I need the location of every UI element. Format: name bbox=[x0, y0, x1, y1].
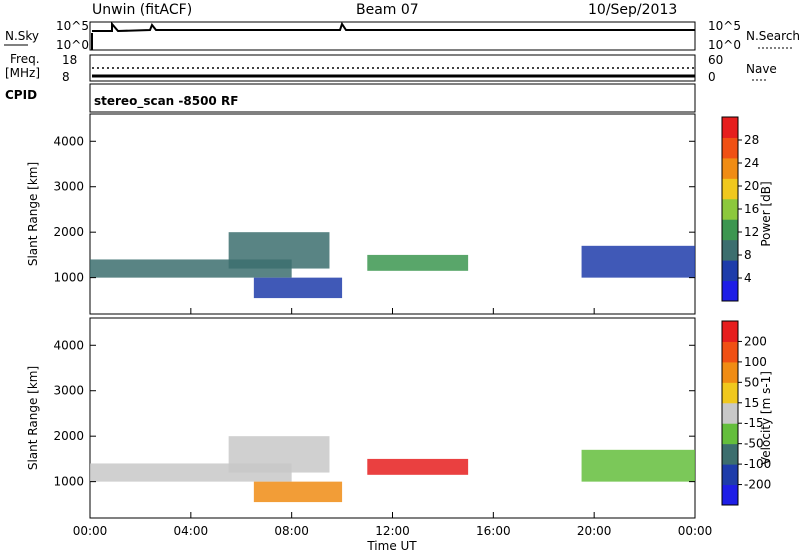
cpid-value: stereo_scan -8500 RF bbox=[94, 94, 238, 109]
power-regions bbox=[90, 232, 695, 299]
colorbar-segment bbox=[722, 117, 738, 138]
scatter-region-1 bbox=[228, 436, 330, 473]
y-tick-label: 4000 bbox=[53, 134, 84, 148]
velocity-panel-frame bbox=[89, 317, 696, 519]
x-tick-label: 20:00 bbox=[577, 524, 612, 538]
x-tick-label: 12:00 bbox=[375, 524, 410, 538]
power-panel-frame bbox=[89, 113, 696, 315]
colorbar-segment bbox=[722, 443, 738, 465]
freq-tick-bottom: 8 bbox=[62, 70, 70, 84]
y-tick-label: 3000 bbox=[53, 180, 84, 194]
colorbar-segment bbox=[722, 423, 738, 445]
colorbar-tick-label: 20 bbox=[744, 179, 759, 193]
colorbar-tick-label: 8 bbox=[744, 248, 752, 262]
colorbar-segment bbox=[722, 402, 738, 424]
colorbar-tick-label: -50 bbox=[744, 437, 764, 451]
y-tick-label: 2000 bbox=[53, 429, 84, 443]
colorbar-segment bbox=[722, 280, 738, 302]
colorbar-tick-label: 12 bbox=[744, 225, 759, 239]
colorbar-segment bbox=[722, 361, 738, 383]
radar-title: Unwin (fitACF) bbox=[92, 2, 192, 18]
colorbar-segment bbox=[722, 198, 738, 220]
colorbar-frame bbox=[721, 320, 739, 506]
velocity-regions bbox=[90, 436, 695, 503]
nsearch-label: N.Search bbox=[746, 29, 800, 43]
beam-label: Beam 07 bbox=[356, 2, 419, 18]
freq-tick-top: 18 bbox=[62, 53, 77, 67]
x-tick-label: 08:00 bbox=[274, 524, 309, 538]
colorbar-segment bbox=[722, 239, 738, 261]
nave-tick-bottom: 0 bbox=[708, 70, 716, 84]
freq-label: Freq. bbox=[10, 52, 40, 66]
velocity-yticks: 1000 2000 3000 4000 bbox=[53, 338, 695, 489]
scatter-region-1 bbox=[228, 232, 330, 269]
nsky-panel bbox=[89, 21, 696, 51]
x-tick-label: 00:00 bbox=[73, 524, 108, 538]
nave-label: Nave bbox=[746, 62, 777, 76]
power-colorbar: 28 24 20 16 12 8 4 bbox=[721, 116, 759, 302]
power-yticks: 1000 2000 3000 4000 bbox=[53, 134, 695, 285]
colorbar-segment bbox=[722, 484, 738, 506]
nsky-label: N.Sky bbox=[5, 29, 39, 43]
date-label: 10/Sep/2013 bbox=[588, 2, 677, 18]
colorbar-tick-label: -15 bbox=[744, 416, 764, 430]
x-axis-title: Time UT bbox=[366, 539, 417, 553]
nsky-trace bbox=[92, 21, 695, 33]
x-tick-label: 00:00 bbox=[678, 524, 713, 538]
nsearch-tick-bottom: 10^0 bbox=[708, 38, 741, 52]
colorbar-tick-label: 16 bbox=[744, 202, 759, 216]
scatter-region-2 bbox=[253, 481, 343, 503]
nsky-tick-bottom: 10^0 bbox=[56, 38, 89, 52]
colorbar-segment bbox=[722, 157, 738, 179]
nave-tick-top: 60 bbox=[708, 53, 723, 67]
colorbar-tick-label: 200 bbox=[744, 334, 767, 348]
colorbar-segment bbox=[722, 137, 738, 159]
colorbar-tick-label: 15 bbox=[744, 396, 759, 410]
velocity-panel: 1000 2000 3000 4000 Slant Range [km] 200 100… bbox=[26, 317, 773, 519]
colorbar-segment bbox=[722, 464, 738, 486]
y-tick-label: 1000 bbox=[53, 271, 84, 285]
cpid-panel bbox=[89, 83, 696, 113]
power-ylabel: Slant Range [km] bbox=[26, 162, 40, 266]
colorbar-segment bbox=[722, 382, 738, 404]
velocity-ylabel: Slant Range [km] bbox=[26, 366, 40, 470]
colorbar-tick-label: 24 bbox=[744, 156, 759, 170]
nsky-tick-top: 10^5 bbox=[56, 19, 89, 33]
colorbar-tick-label: -100 bbox=[744, 457, 771, 471]
colorbar-segment bbox=[722, 341, 738, 363]
freq-panel bbox=[89, 54, 696, 82]
colorbar-tick-label: 100 bbox=[744, 355, 767, 369]
power-colorbar-label: Power [dB] bbox=[759, 181, 773, 246]
colorbar-tick-label: 4 bbox=[744, 271, 752, 285]
scatter-region-3 bbox=[367, 254, 469, 271]
y-tick-label: 4000 bbox=[53, 338, 84, 352]
cpid-label: CPID bbox=[5, 88, 37, 102]
x-tick-label: 04:00 bbox=[174, 524, 209, 538]
scatter-region-4 bbox=[581, 245, 695, 278]
colorbar-segment bbox=[722, 260, 738, 282]
velocity-colorbar-label: Velocity [m s-1] bbox=[759, 371, 773, 465]
x-tick-label: 16:00 bbox=[476, 524, 511, 538]
colorbar-segment bbox=[722, 219, 738, 241]
y-tick-label: 1000 bbox=[53, 475, 84, 489]
scatter-region-3 bbox=[367, 458, 469, 475]
colorbar-segment bbox=[722, 321, 738, 342]
scatter-region-4 bbox=[581, 449, 695, 482]
colorbar-tick-label: -200 bbox=[744, 478, 771, 492]
y-tick-label: 2000 bbox=[53, 225, 84, 239]
colorbar-segment bbox=[722, 178, 738, 200]
velocity-colorbar: 200 100 50 15 -15 -50 -100 -200 bbox=[721, 320, 771, 506]
freq-unit: [MHz] bbox=[5, 66, 40, 80]
y-tick-label: 3000 bbox=[53, 384, 84, 398]
scatter-region-2 bbox=[253, 277, 343, 299]
x-axis-ticks: 00:00 04:00 08:00 12:00 16:00 20:00 00:00 bbox=[73, 308, 713, 538]
nsearch-tick-top: 10^5 bbox=[708, 19, 741, 33]
power-panel: 1000 2000 3000 4000 Slant Range [km] 28 24 20… bbox=[26, 113, 773, 315]
colorbar-tick-label: 28 bbox=[744, 133, 759, 147]
colorbar-tick-label: 50 bbox=[744, 375, 759, 389]
